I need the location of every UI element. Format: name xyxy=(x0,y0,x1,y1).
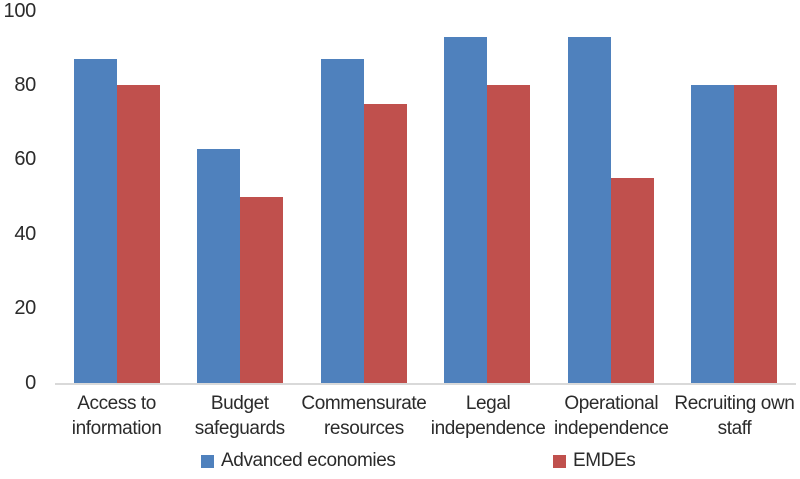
bar-group-budget-safeguards xyxy=(179,11,303,383)
bar-emdes xyxy=(116,85,160,383)
category-label-access-to-information: Access to information xyxy=(71,393,162,439)
plot-area xyxy=(55,11,796,385)
bar-emdes xyxy=(734,85,778,383)
category-label-commensurate-resources: Commensurate resources xyxy=(301,393,427,439)
legend-item-emdes: EMDEs xyxy=(553,450,636,472)
category-label-legal-independence: Legal independence xyxy=(430,393,546,439)
category-label-recruiting-own-staff: Recruiting own staff xyxy=(674,393,795,439)
bar-advanced-economies xyxy=(691,85,735,383)
bar-emdes xyxy=(487,85,531,383)
y-tick-label: 20 xyxy=(14,297,36,320)
bar-group-legal-independence xyxy=(426,11,550,383)
bar-group-operational-independence xyxy=(549,11,673,383)
chart-legend: Advanced economies EMDEs xyxy=(0,450,800,476)
y-tick-label: 0 xyxy=(25,371,36,394)
x-axis-labels: Access to information Budget safeguards Co… xyxy=(55,391,796,441)
y-tick-label: 60 xyxy=(14,148,36,171)
legend-label-emdes: EMDEs xyxy=(573,450,636,471)
legend-item-advanced-economies: Advanced economies xyxy=(201,450,396,472)
bar-advanced-economies xyxy=(197,148,241,383)
legend-swatch-emdes xyxy=(553,454,566,468)
bar-advanced-economies xyxy=(73,59,117,383)
y-tick-label: 100 xyxy=(3,0,37,22)
bar-emdes xyxy=(240,197,284,383)
bar-advanced-economies xyxy=(444,37,488,383)
bar-emdes xyxy=(610,178,654,383)
category-label-budget-safeguards: Budget safeguards xyxy=(194,393,285,439)
legend-label-advanced-economies: Advanced economies xyxy=(221,450,396,471)
bar-advanced-economies xyxy=(320,59,364,383)
legend-swatch-advanced-economies xyxy=(201,454,214,468)
bar-emdes xyxy=(363,104,407,383)
y-tick-label: 40 xyxy=(14,222,36,245)
bar-advanced-economies xyxy=(567,37,611,383)
y-tick-label: 80 xyxy=(14,73,36,96)
bar-group-recruiting-own-staff xyxy=(673,11,797,383)
bar-group-access-to-information xyxy=(55,11,179,383)
bar-group-commensurate-resources xyxy=(302,11,426,383)
category-label-operational-independence: Operational independence xyxy=(553,393,669,439)
